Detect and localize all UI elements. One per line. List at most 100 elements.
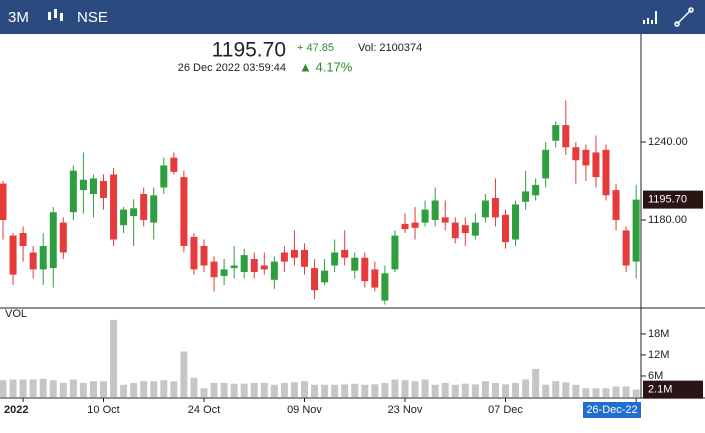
candle-body	[220, 269, 228, 276]
candle-body	[150, 195, 158, 223]
volume-bar	[421, 379, 429, 397]
candle-body	[230, 265, 238, 269]
volume-bar	[361, 384, 369, 397]
candle-body	[471, 222, 479, 236]
volume-bar	[120, 384, 128, 397]
candle-body	[270, 261, 278, 280]
x-tick-label: 10 Oct	[87, 404, 119, 416]
volume-bar	[612, 386, 620, 397]
candle-body	[140, 194, 148, 221]
candle-body	[361, 257, 369, 282]
volume-bar	[381, 382, 389, 397]
y-tick-label: 1240.00	[648, 136, 688, 148]
candle-body	[411, 222, 419, 228]
volume-bar	[602, 388, 610, 397]
volume-bar	[532, 368, 540, 397]
candle-body	[29, 252, 37, 270]
volume-tick-label: 12M	[648, 349, 669, 361]
candle-body	[552, 125, 560, 141]
volume-bar	[240, 383, 248, 397]
candle-body	[522, 191, 530, 202]
x-tick-label: 26-Dec-22	[586, 404, 637, 416]
volume-bar	[110, 319, 118, 397]
candle-body	[481, 200, 489, 218]
volume-bar	[270, 384, 278, 397]
candle-body	[9, 235, 17, 275]
change-pct: ▲ 4.17%	[299, 59, 353, 74]
volume-tick-label: 6M	[648, 370, 663, 382]
candle-body	[512, 204, 520, 240]
bar-icon[interactable]	[643, 11, 657, 24]
candle-body	[170, 157, 178, 172]
period-button[interactable]: 3M	[8, 9, 29, 26]
volume-bar	[411, 381, 419, 397]
volume-bar	[632, 389, 640, 397]
candle-body	[49, 212, 57, 269]
candle-body	[371, 269, 379, 288]
candle-body	[401, 223, 409, 230]
x-tick-label: 09 Nov	[287, 404, 322, 416]
volume-bar	[190, 377, 198, 397]
volume-bar	[290, 382, 298, 397]
volume-bar	[260, 382, 268, 397]
candle-body	[341, 249, 349, 258]
candle-body	[391, 235, 399, 270]
y-tick-label: 1180.00	[648, 214, 687, 226]
volume-bar	[79, 382, 87, 397]
volume-bar	[39, 378, 47, 397]
volume-bar	[140, 381, 148, 397]
x-tick-label: 07 Dec	[488, 404, 523, 416]
candle-body	[250, 259, 258, 272]
volume-bar	[502, 384, 509, 397]
volume-bar	[451, 384, 459, 397]
last-price-label: 1195.70	[648, 194, 687, 206]
exchange-button[interactable]: NSE	[77, 9, 108, 26]
volume-bar	[321, 384, 329, 397]
volume-bar	[542, 384, 550, 397]
candle-body	[461, 225, 469, 234]
price: 1195.70	[212, 39, 286, 62]
candle-body	[110, 174, 118, 240]
candle-body	[130, 208, 138, 217]
volume-bar	[401, 380, 409, 397]
draw-icon[interactable]	[674, 7, 694, 27]
volume-bar	[180, 351, 188, 397]
candle-body	[321, 270, 329, 283]
volume-bar	[0, 380, 7, 397]
volume-bar	[461, 383, 469, 397]
volume-bar	[582, 388, 590, 397]
candle-icon[interactable]	[48, 9, 63, 21]
candle-body	[592, 152, 600, 178]
volume-bar	[491, 382, 499, 397]
x-tick-label: 24 Oct	[188, 404, 220, 416]
volume-bar	[9, 379, 17, 397]
candle-body	[491, 197, 499, 218]
candle-body	[562, 125, 570, 148]
volume-bar	[250, 382, 258, 397]
candle-body	[381, 273, 389, 301]
last-price-box	[643, 190, 703, 209]
candle-body	[0, 183, 7, 221]
volume-bar	[150, 381, 158, 397]
volume-bar	[19, 379, 27, 397]
candle-body	[280, 252, 288, 262]
volume-bar	[100, 381, 107, 397]
volume-bar	[341, 384, 349, 397]
volume-bar	[622, 386, 630, 397]
candle-body	[79, 179, 87, 191]
x-highlight-box	[583, 402, 641, 418]
volume-bar	[311, 384, 319, 397]
volume-bar	[592, 388, 600, 397]
x-tick-label: 2022	[4, 404, 28, 416]
candle-body	[441, 217, 449, 223]
candle-body	[190, 236, 198, 270]
volume-bar	[130, 382, 138, 397]
candle-body	[311, 268, 319, 291]
candle-body	[160, 165, 168, 188]
candle-body	[612, 190, 620, 221]
candle-body	[39, 246, 47, 270]
candle-body	[532, 184, 540, 196]
candle-body	[240, 255, 248, 272]
volume-bar	[280, 382, 288, 397]
